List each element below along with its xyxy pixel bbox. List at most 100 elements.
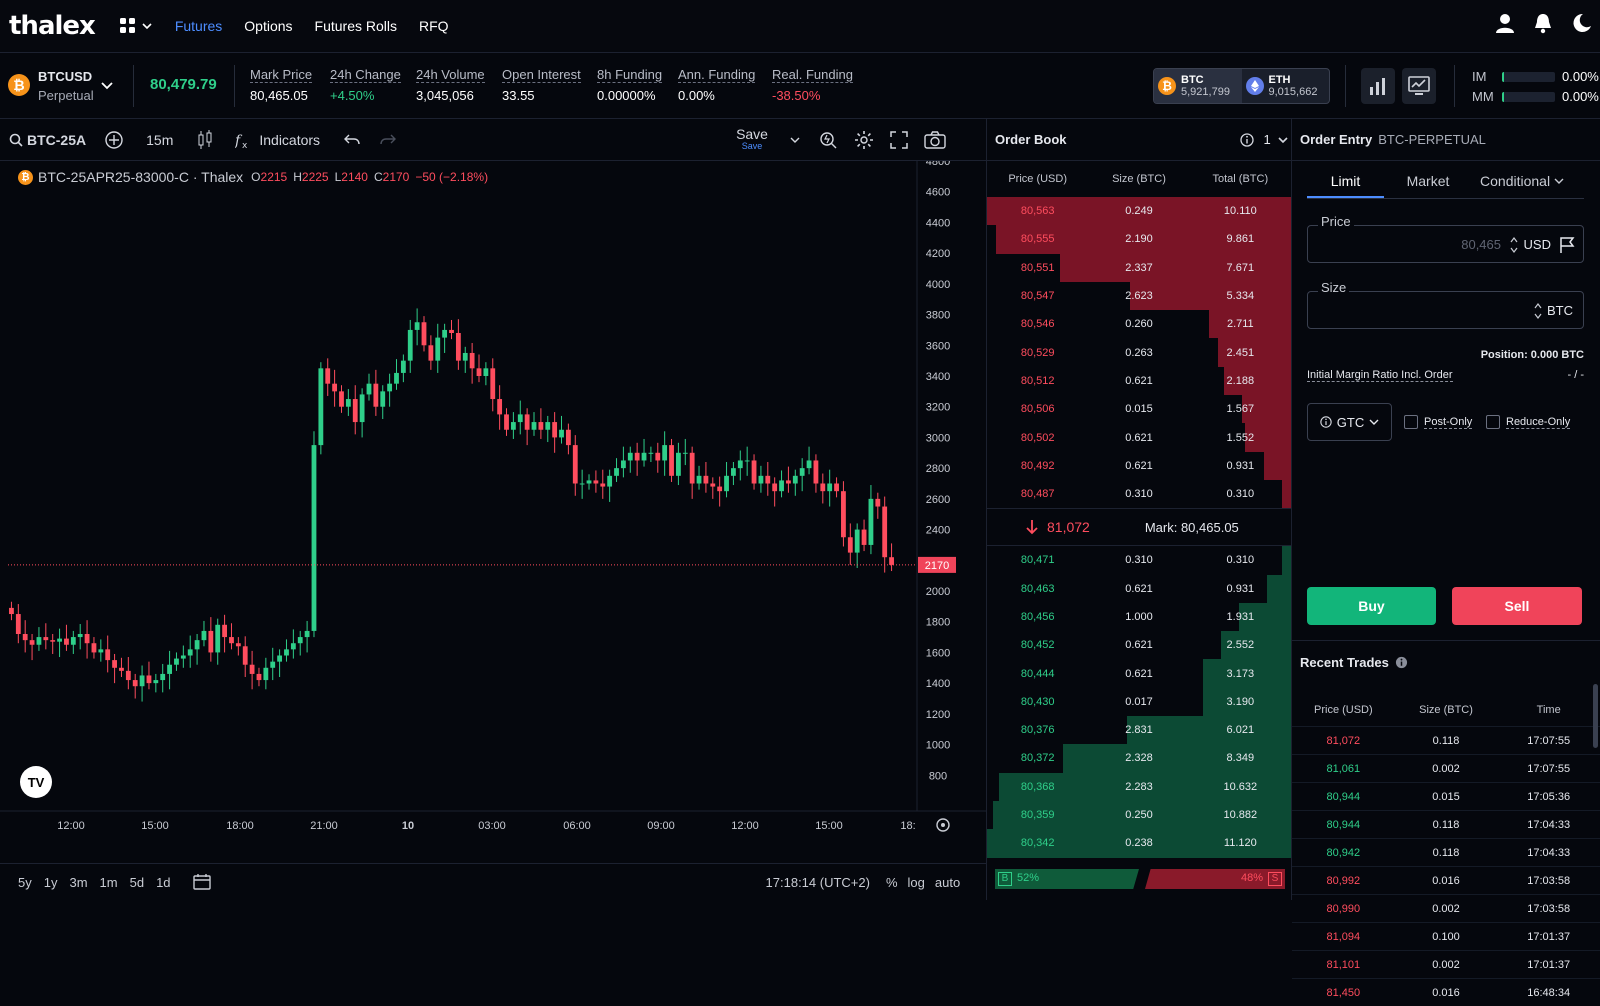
grouping-select[interactable]: 1 (1263, 132, 1271, 147)
flag-icon[interactable] (1559, 236, 1575, 254)
bid-row[interactable]: 80,342 0.238 11.120 (987, 829, 1291, 858)
ask-row[interactable]: 80,506 0.015 1.567 (987, 395, 1291, 424)
ask-row[interactable]: 80,547 2.623 5.334 (987, 281, 1291, 311)
auto-scale-toggle[interactable]: auto (934, 874, 961, 890)
calendar-range-icon[interactable] (192, 873, 211, 891)
checkbox-box[interactable] (1404, 415, 1418, 429)
stepper-icon[interactable] (1509, 235, 1519, 255)
nav-rfq[interactable]: RFQ (419, 18, 449, 34)
bid-row[interactable]: 80,359 0.250 10.882 (987, 800, 1291, 830)
y-tick-label: 800 (929, 770, 947, 782)
ask-row[interactable]: 80,551 2.337 7.671 (987, 253, 1291, 282)
candle-type-icon[interactable] (197, 129, 213, 150)
undo-icon[interactable] (344, 133, 360, 147)
compare-add-icon[interactable] (104, 130, 124, 150)
ask-row[interactable]: 80,563 0.249 10.110 (987, 197, 1291, 226)
percent-scale-toggle[interactable]: % (885, 874, 898, 890)
chart-range-bar: 5y 1y 3m 1m 5d 1d 17:18:14 (UTC+2) % log auto (0, 863, 987, 900)
bid-row[interactable]: 80,456 1.000 1.931 (987, 602, 1291, 632)
checkbox-box[interactable] (1486, 415, 1500, 429)
indicators-button[interactable]: Indicators (259, 131, 321, 148)
bid-row[interactable]: 80,471 0.310 0.310 (987, 546, 1291, 575)
ask-row[interactable]: 80,512 0.621 2.188 (987, 366, 1291, 396)
price-chart[interactable]: 4800 4600 4400 4200 4000 3800 3600 3400 3200 3000… (0, 156, 987, 861)
range-button[interactable]: 1m (99, 874, 118, 890)
ohlc-low: L2140 (334, 170, 368, 184)
nav-futures-rolls[interactable]: Futures Rolls (314, 18, 397, 34)
ask-row[interactable]: 80,487 0.310 0.310 (987, 479, 1291, 509)
eth-value: 9,015,662 (1268, 86, 1318, 98)
bid-row[interactable]: 80,463 0.621 0.931 (987, 574, 1291, 603)
quick-search-icon[interactable] (818, 130, 838, 150)
range-button[interactable]: 5d (129, 874, 145, 890)
reduce-only-checkbox[interactable]: Reduce-Only (1486, 415, 1571, 429)
candlestick-chart[interactable]: 4800 4600 4400 4200 4000 3800 3600 3400 3200 3000… (0, 156, 987, 861)
arrow-down-icon (1026, 520, 1038, 535)
tradingview-logo[interactable]: TV (20, 766, 52, 798)
redo-icon[interactable] (380, 133, 397, 147)
buy-button[interactable]: Buy (1307, 587, 1436, 625)
search-icon[interactable] (9, 133, 23, 147)
btc-index[interactable]: ₿ BTC 5,921,799 (1154, 69, 1242, 103)
price-field[interactable]: Price 80,465 USD (1307, 214, 1584, 263)
chart-view-button[interactable] (1361, 68, 1395, 104)
chevron-down-icon[interactable] (100, 79, 114, 93)
tab-conditional[interactable]: Conditional (1472, 166, 1572, 198)
apps-menu-button[interactable] (119, 17, 153, 35)
tab-limit[interactable]: Limit (1307, 166, 1384, 198)
ask-row[interactable]: 80,492 0.621 0.931 (987, 451, 1291, 480)
range-button[interactable]: 1y (43, 874, 58, 890)
interval-button[interactable]: 15m (146, 131, 174, 148)
log-scale-toggle[interactable]: log (907, 874, 925, 890)
nav-futures[interactable]: Futures (174, 18, 223, 34)
ask-row[interactable]: 80,502 0.621 1.552 (987, 423, 1291, 452)
instrument-symbol[interactable]: BTCUSD (38, 69, 93, 84)
candle-body (455, 333, 461, 361)
scrollbar[interactable] (1593, 684, 1598, 748)
bid-row[interactable]: 80,376 2.831 6.021 (987, 716, 1291, 745)
bell-icon[interactable] (1532, 12, 1554, 34)
index-prices[interactable]: ₿ BTC 5,921,799 ETH 9,015,662 (1153, 68, 1330, 104)
chart-clock[interactable]: 17:18:14 (UTC+2) (765, 874, 870, 890)
chart-symbol[interactable]: BTC-25A (27, 131, 87, 148)
bid-row[interactable]: 80,368 2.283 10.632 (987, 772, 1291, 801)
bid-row[interactable]: 80,452 0.621 2.552 (987, 631, 1291, 660)
moon-icon[interactable] (1570, 12, 1592, 34)
range-button[interactable]: 5y (18, 874, 32, 890)
bid-row[interactable]: 80,430 0.017 3.190 (987, 687, 1291, 717)
ask-row[interactable]: 80,529 0.263 2.451 (987, 338, 1291, 367)
settings-gear-icon[interactable] (854, 130, 874, 150)
last-price: 80,479.79 (150, 76, 217, 93)
ask-row[interactable]: 80,555 2.190 9.861 (987, 225, 1291, 254)
size-field[interactable]: Size BTC (1307, 280, 1584, 329)
tab-market[interactable]: Market (1406, 173, 1450, 189)
candle-body (510, 422, 516, 430)
time-in-force-select[interactable]: GTC (1307, 403, 1392, 441)
sell-button[interactable]: Sell (1452, 587, 1582, 625)
range-button[interactable]: 3m (69, 874, 88, 890)
stepper-icon[interactable] (1533, 301, 1543, 321)
trading-view-button[interactable] (1402, 68, 1436, 104)
candle-body (634, 452, 640, 461)
camera-icon[interactable] (924, 130, 946, 149)
fullscreen-icon[interactable] (890, 130, 908, 149)
info-icon[interactable] (1395, 656, 1408, 669)
post-only-checkbox[interactable]: Post-Only (1404, 415, 1473, 429)
user-icon[interactable] (1494, 12, 1516, 34)
eth-index[interactable]: ETH 9,015,662 (1242, 69, 1330, 103)
ask-row[interactable]: 80,546 0.260 2.711 (987, 310, 1291, 339)
bid-row[interactable]: 80,372 2.328 8.349 (987, 744, 1291, 773)
cell-price: 80,551 (1020, 261, 1055, 274)
save-button[interactable]: Save Save (736, 127, 768, 152)
candle-body (84, 634, 90, 644)
nav-options[interactable]: Options (244, 18, 293, 34)
chevron-down-icon[interactable] (790, 135, 800, 145)
bid-row[interactable]: 80,444 0.621 3.173 (987, 659, 1291, 688)
chevron-down-icon[interactable] (1277, 134, 1289, 146)
info-icon[interactable] (1239, 132, 1254, 147)
logo[interactable]: thalex (9, 11, 96, 41)
range-button[interactable]: 1d (156, 874, 171, 890)
btc-value: 5,921,799 (1181, 86, 1230, 98)
trade-row: 81,450 0.016 16:48:34 (1292, 978, 1600, 1006)
